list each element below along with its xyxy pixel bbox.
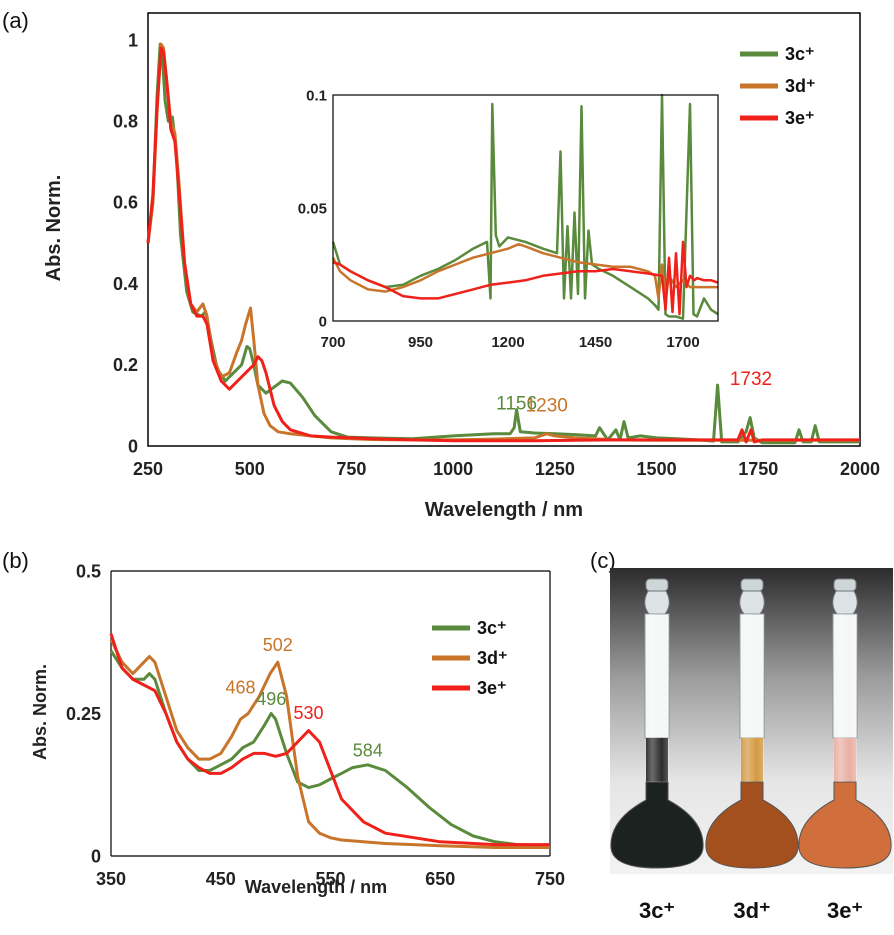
a-x-tick-label: 500 [235,459,265,479]
b-annotation: 584 [353,740,383,760]
legend-label-3c-b: 3c⁺ [477,618,507,638]
a-y-tick-label: 0.6 [113,193,138,213]
legend-a: 3c⁺ 3d⁺ 3e⁺ [740,44,816,128]
series-group-a [146,42,860,445]
b-y-tick-label: 0 [91,846,101,866]
a-x-tick-label: 1000 [433,459,473,479]
flask-stopper [740,578,764,592]
legend-label-3d-b: 3d⁺ [477,648,508,668]
a-x-tick-label: 1750 [738,459,778,479]
legend-label-3d: 3d⁺ [785,76,816,96]
legend-label-3e-b: 3e⁺ [477,678,507,698]
inset-x-tick-label: 1200 [491,334,524,351]
flask-stopper-bulb [739,590,765,615]
a-annotation: 1732 [730,369,772,390]
flask-labels: 3c⁺ 3d⁺ 3e⁺ [639,898,863,923]
b-series-line-3 [109,633,550,847]
flask-stopper-bulb [832,590,858,615]
inset-series-line-3 [332,240,719,316]
legend-b: 3c⁺ 3d⁺ 3e⁺ [432,618,508,698]
flask-label-3: 3e⁺ [827,898,863,923]
a-x-tick-label: 1500 [637,459,677,479]
a-x-tick-label: 250 [133,459,163,479]
flask-body-liquid [610,781,704,869]
b-annotation: 496 [256,689,286,709]
b-x-tick-label: 350 [96,869,126,889]
b-x-tick-label: 650 [425,869,455,889]
flask-body-liquid [798,781,892,869]
flask-glass-highlight [740,614,764,782]
flask-stopper-bulb [644,590,670,615]
a-x-tick-label: 750 [336,459,366,479]
inset-y-tick-label: 0.05 [298,200,327,217]
series-group-b [109,633,551,849]
a-x-tick-label: 2000 [840,459,880,479]
panel-label-b: (b) [2,548,29,573]
b-annotation: 502 [263,635,293,655]
a-annotation: 1156 [496,393,537,414]
a-y-tick-label: 1 [128,30,138,50]
tick-labels-inset: 700 950 1200 1450 1700 0 0.05 0.1 [298,87,700,351]
tick-labels-a: 250 500 750 1000 1250 1500 1750 2000 0 0.2 0.4 0.6 0… [113,30,880,479]
b-x-tick-label: 750 [535,869,565,889]
inset-background [333,95,718,321]
flask-stopper [833,578,857,592]
b-y-tick-label: 0.5 [76,561,101,581]
y-axis-label-b: Abs. Norm. [30,664,50,760]
flask-body-liquid [705,781,799,869]
legend-label-3c: 3c⁺ [785,44,815,64]
flask-2 [705,578,799,869]
series-group-inset [331,93,719,320]
b-annotation: 468 [225,678,255,698]
inset-y-tick-label: 0 [319,313,327,330]
flask-group [610,578,892,869]
a-x-tick-label: 1250 [535,459,575,479]
b-series-line-2 [109,638,550,849]
a-annotation: 1230 [526,395,568,416]
inset-y-tick-label: 0.1 [306,87,327,104]
b-y-tick-label: 0.25 [66,704,101,724]
b-series-line-1 [109,649,551,848]
inset-x-tick-label: 950 [408,334,433,351]
b-x-tick-label: 550 [315,869,345,889]
a-y-tick-label: 0 [128,436,138,456]
inset-frame [332,94,719,322]
flask-glass-highlight [833,614,857,782]
a-series-line-3 [146,46,860,444]
flask-glass-highlight [645,614,669,782]
tick-labels-b: 350 450 550 650 750 0 0.25 0.5 [66,561,565,889]
x-axis-label-a: Wavelength / nm [425,499,583,521]
flask-label-1: 3c⁺ [639,898,675,923]
flask-1 [610,578,704,869]
panel-label-a: (a) [2,8,29,33]
inset-series-line-1 [331,93,719,320]
flask-label-2: 3d⁺ [733,898,770,923]
b-x-tick-label: 450 [206,869,236,889]
a-y-tick-label: 0.8 [113,112,138,132]
b-annotation: 530 [294,703,324,723]
y-axis-label-a: Abs. Norm. [43,175,65,282]
x-axis-label-b: Wavelength / nm [245,877,387,897]
flask-photo: 3c⁺ 3d⁺ 3e⁺ [610,568,893,923]
a-y-tick-label: 0.4 [113,274,138,294]
flask-stopper [645,578,669,592]
inset-x-tick-label: 700 [320,334,345,351]
flask-3 [798,578,892,869]
inset-x-tick-label: 1450 [579,334,612,351]
a-y-tick-label: 0.2 [113,355,138,375]
inset-x-tick-label: 1700 [666,334,699,351]
legend-label-3e: 3e⁺ [785,108,815,128]
chart-panel-a: 250 500 750 1000 1250 1500 1750 2000 0 0.2 0.4 0.6 0… [43,12,880,521]
